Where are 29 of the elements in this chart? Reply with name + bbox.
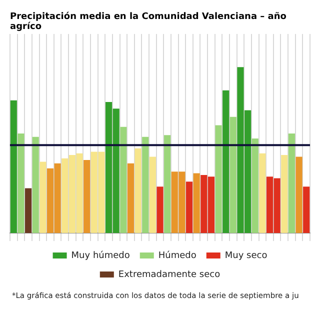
legend-label: Muy seco bbox=[224, 250, 268, 261]
bar bbox=[156, 186, 164, 233]
bar bbox=[32, 136, 39, 233]
bar bbox=[303, 186, 310, 233]
bar bbox=[186, 182, 193, 233]
legend-label: Extremadamente seco bbox=[118, 270, 221, 280]
chart-title: Precipitación media en la Comunidad Valenciana – año agríco bbox=[9, 10, 288, 34]
bar bbox=[120, 126, 127, 233]
bar bbox=[252, 138, 258, 233]
legend-label: Húmedo bbox=[158, 250, 197, 261]
bar bbox=[296, 156, 302, 233]
bar bbox=[142, 136, 149, 233]
bar bbox=[288, 134, 295, 233]
bar bbox=[164, 135, 171, 233]
bar bbox=[230, 116, 236, 233]
bar bbox=[259, 153, 266, 233]
bar bbox=[84, 160, 90, 233]
bar bbox=[40, 162, 46, 233]
bar bbox=[10, 100, 17, 233]
bar bbox=[149, 156, 156, 233]
bar bbox=[222, 90, 230, 233]
bar bbox=[193, 173, 200, 233]
bar bbox=[134, 148, 142, 233]
legend-label: Muy húmedo bbox=[71, 250, 130, 261]
bar bbox=[18, 134, 24, 233]
bar bbox=[25, 188, 32, 233]
bar bbox=[127, 163, 134, 233]
bar bbox=[215, 125, 222, 233]
bar bbox=[281, 155, 288, 233]
